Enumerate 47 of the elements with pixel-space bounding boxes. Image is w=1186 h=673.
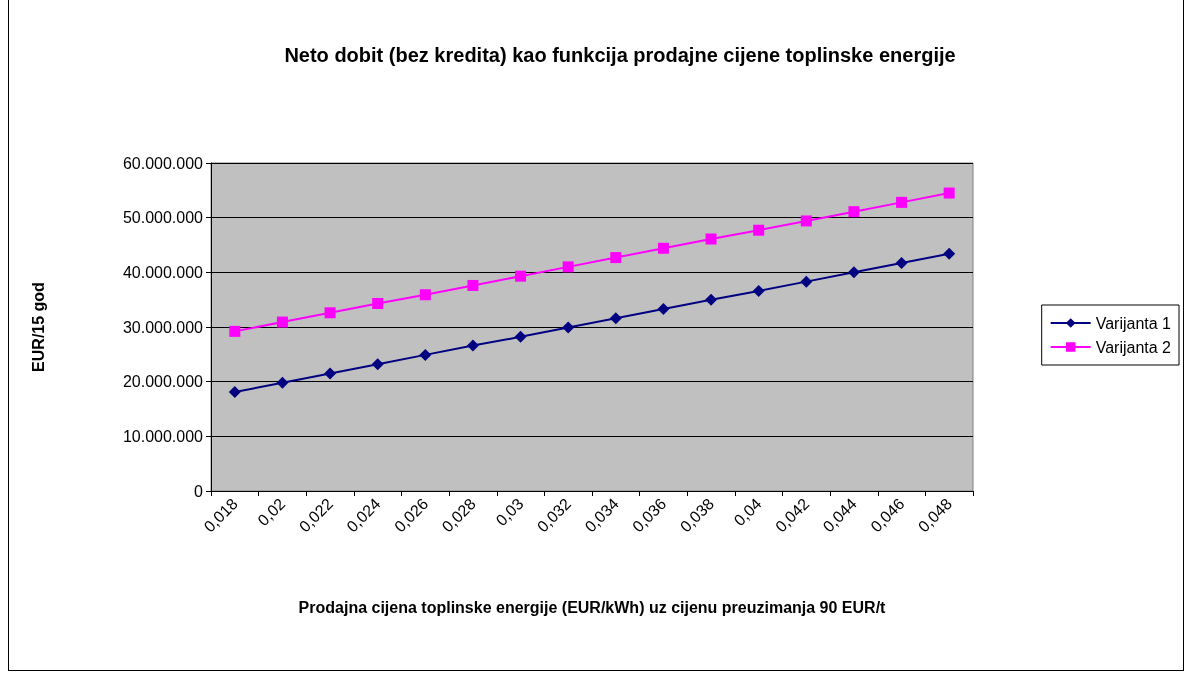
x-tick-label: 0,04	[730, 494, 765, 530]
y-tick-label: 50.000.000	[122, 209, 204, 227]
point	[514, 330, 527, 343]
point	[228, 386, 241, 399]
point	[419, 289, 431, 301]
point	[657, 242, 669, 254]
point	[562, 261, 574, 273]
y-axis-title: EUR/15 god	[29, 282, 47, 372]
point	[562, 321, 575, 334]
point	[752, 284, 765, 297]
point	[372, 297, 384, 309]
y-tick-label: 60.000.000	[122, 154, 204, 172]
point	[705, 293, 718, 306]
y-tick-label: 30.000.000	[122, 318, 204, 336]
point	[895, 257, 908, 270]
point	[800, 275, 813, 288]
legend-label: Varijanta 2	[1095, 338, 1172, 356]
point	[609, 312, 622, 325]
point	[515, 270, 527, 282]
x-tick-label: 0,03	[492, 494, 527, 530]
chart-title: Neto dobit (bez kredita) kao funkcija prodajne cijene toplinske energije	[284, 44, 956, 66]
y-tick-label: 40.000.000	[122, 263, 204, 281]
point	[943, 187, 955, 199]
point	[276, 376, 289, 389]
point	[229, 325, 241, 337]
y-tick-label: 10.000.000	[122, 427, 204, 445]
point	[848, 206, 860, 218]
point	[800, 215, 812, 227]
point	[610, 252, 622, 264]
point	[324, 307, 336, 319]
point	[276, 316, 288, 328]
point	[657, 302, 670, 315]
point	[896, 196, 908, 208]
point	[324, 367, 337, 380]
point	[705, 233, 717, 245]
point	[371, 358, 384, 371]
x-axis-title: Prodajna cijena toplinske energije (EUR/kWh) uz cijenu preuzimanja 90 EUR/t	[298, 598, 887, 616]
x-tick-label: 0,02	[254, 494, 289, 530]
legend-label: Varijanta 1	[1095, 314, 1172, 332]
point	[419, 348, 432, 361]
point	[466, 339, 479, 352]
point	[753, 224, 765, 236]
y-tick-label: 0	[194, 482, 204, 500]
point	[943, 247, 956, 260]
y-tick-label: 20.000.000	[122, 373, 204, 391]
point	[467, 279, 479, 291]
point	[847, 266, 860, 279]
